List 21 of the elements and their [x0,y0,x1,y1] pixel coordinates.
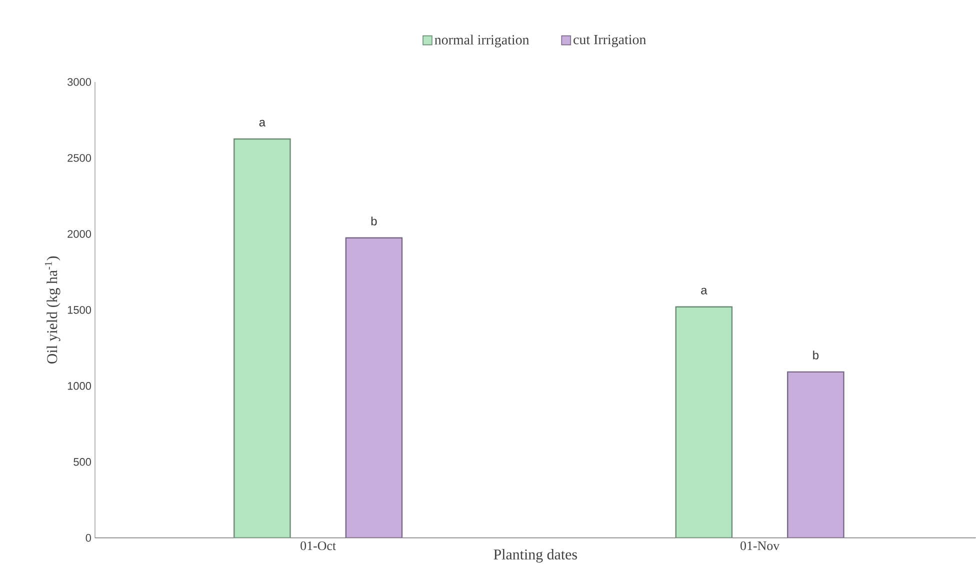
annotation: a [259,120,266,127]
y-tick-label: 0 [86,534,92,542]
x-axis-title: Planting dates [494,549,577,563]
legend-label: cut Irrigation [574,34,646,48]
y-tick-label: 3000 [68,78,92,86]
y-tick-label: 2500 [68,154,92,162]
y-tick-label: 1500 [68,306,92,314]
bar [345,237,403,538]
legend-label: normal irrigation [434,34,530,48]
bar [675,306,733,538]
y-tick-label: 2000 [68,230,92,238]
bar [234,138,291,538]
annotation: b [371,216,377,226]
x-tick-label: 01-Nov [740,541,780,550]
annotation: b [813,350,818,360]
y-tick-label: 1000 [68,382,92,390]
bar [787,371,844,538]
x-tick-label: 01-Oct [300,541,336,550]
y-axis-title: Oil yield (kg ha$^{-1}$) [44,256,60,364]
y-tick-label: 500 [74,458,92,466]
annotation: a [701,288,708,294]
